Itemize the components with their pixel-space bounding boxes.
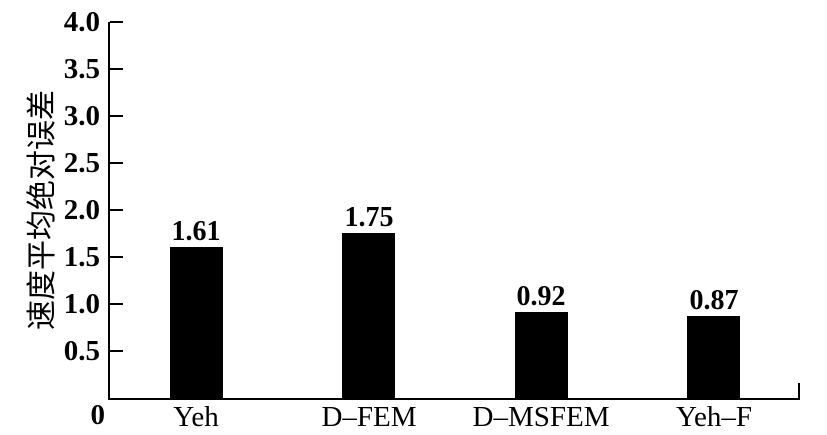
bar-value-label: 1.61 — [171, 216, 221, 247]
y-tick-label: 2.0 — [63, 194, 100, 226]
y-axis-line — [108, 22, 110, 400]
y-tick-label: 0.5 — [63, 335, 100, 367]
bar — [515, 312, 568, 398]
y-tick-label: 2.5 — [63, 147, 100, 179]
x-category-label: Yeh — [173, 401, 219, 433]
y-tick-mark — [110, 68, 123, 70]
y-tick-mark — [110, 256, 123, 258]
y-tick-mark — [110, 162, 123, 164]
x-axis-line — [108, 398, 800, 400]
bar — [342, 233, 395, 398]
y-tick-mark — [110, 350, 123, 352]
y-tick-mark — [110, 303, 123, 305]
y-tick-label: 4.0 — [63, 6, 100, 38]
y-tick-label: 3.0 — [63, 100, 100, 132]
y-tick-mark — [110, 21, 123, 23]
bar-value-label: 0.87 — [689, 285, 739, 316]
y-tick-mark — [110, 115, 123, 117]
bar-value-label: 1.75 — [344, 202, 394, 233]
y-tick-label: 3.5 — [63, 53, 100, 85]
y-tick-label: 1.5 — [63, 241, 100, 273]
x-category-label: D–MSFEM — [472, 401, 610, 433]
x-category-label: Yeh–F — [675, 401, 753, 433]
bar — [170, 247, 223, 398]
y-tick-label: 0 — [90, 399, 106, 431]
y-tick-mark — [110, 209, 123, 211]
bar-value-label: 0.92 — [516, 281, 566, 312]
y-tick-label: 1.0 — [63, 288, 100, 320]
x-axis-end-tick — [798, 383, 800, 398]
bar — [687, 316, 740, 398]
x-category-label: D–FEM — [321, 401, 417, 433]
